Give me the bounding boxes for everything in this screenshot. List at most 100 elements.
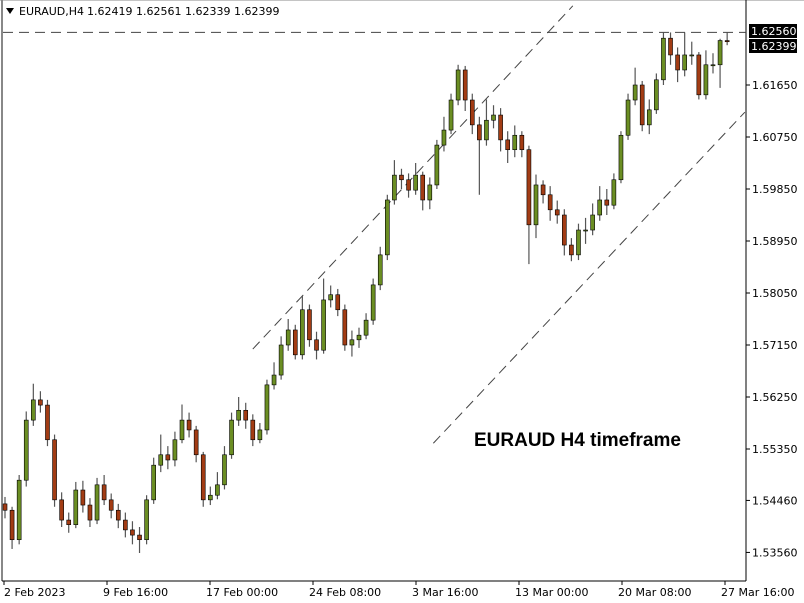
candle [377,246,383,291]
y-tick-label: 1.61650 [752,79,798,92]
candle [250,414,256,447]
candle [31,383,36,426]
candle [80,480,86,513]
bear-candle-body [498,114,503,141]
bull-candle-body [151,464,156,501]
candle [590,203,595,236]
candle [278,336,284,380]
x-tick-label: 9 Feb 16:00 [103,586,168,599]
bull-candle-body [229,419,234,456]
candle [477,116,482,195]
bull-candle-body [661,37,666,81]
ohlc-label: 1.62419 1.62561 1.62339 1.62399 [87,5,279,18]
bull-candle-body [144,499,149,541]
bear-candle-body [554,209,560,216]
bull-candle-body [363,319,369,336]
price-axis: 1.61650 1.60750 1.59850 1.58950 1.58050 1.571… [746,79,798,559]
bull-candle-body [434,144,440,186]
bull-candle-body [179,419,185,441]
bear-candle-body [45,404,50,441]
candle [179,404,185,444]
x-tick-label: 20 Mar 08:00 [618,586,691,599]
candle [385,194,390,261]
bull-candle-body [632,84,638,101]
candle [38,391,43,413]
bull-candle-body [682,54,687,71]
bull-candle-body [512,134,518,151]
time-axis: 2 Feb 2023 9 Feb 16:00 17 Feb 00:00 24 Feb … [3,581,794,599]
candle [625,93,631,140]
candle [703,50,709,100]
bear-candle-body [342,309,348,346]
bull-candle-body [73,489,79,525]
bear-candle-body [59,499,64,521]
candle [562,209,567,256]
candle [9,506,15,549]
candle [618,131,624,184]
bear-candle-body [123,519,128,531]
bull-candle-body [597,199,603,216]
candle [392,160,397,205]
bear-candle-body [406,179,411,191]
candle [229,412,234,459]
candle [137,527,142,553]
bear-candle-body [2,503,8,511]
bull-candle-body [455,69,461,101]
candle [108,493,114,519]
bull-candle-body [158,454,164,466]
bull-candle-body [257,429,263,441]
bear-candle-body [399,174,404,181]
bull-candle-body [285,329,291,346]
trendline-upper[interactable] [252,5,574,350]
bear-candle-body [9,509,15,541]
trendline-lower[interactable] [432,111,746,444]
candle [264,379,270,435]
candle [144,495,149,545]
bear-candle-body [420,174,426,201]
candle [469,93,475,135]
candle [285,319,291,351]
bear-candle-body [469,99,475,126]
chart-annotation: EURAUD H4 timeframe [474,430,681,451]
bull-candle-body [300,309,305,356]
candle [45,399,50,447]
candle [399,168,404,189]
candle [16,475,22,545]
bull-candle-body [271,374,277,386]
bear-candle-body [307,309,312,341]
candle [2,496,8,519]
candle [208,486,213,506]
candle [491,105,496,129]
y-tick-label: 1.56250 [752,391,798,404]
candle [52,434,57,507]
bear-candle-body [87,504,93,521]
bear-candle-body [562,214,567,246]
candle [292,324,298,360]
bull-candle-body [646,109,652,126]
bear-candle-body [505,139,510,151]
bear-candle-body [540,184,546,196]
bull-candle-body [441,129,447,146]
bear-candle-body [462,69,468,101]
bear-candle-body [200,454,206,501]
candle [243,402,249,429]
bull-candle-body [321,299,326,351]
bear-candle-body [604,199,610,206]
candle [661,32,666,85]
bull-candle-body [625,99,631,136]
x-tick-label: 24 Feb 08:00 [309,586,381,599]
bear-candle-body [547,194,553,211]
bull-candle-body [583,229,588,232]
bull-candle-body [94,484,100,521]
triangle-down-icon[interactable] [6,8,14,14]
y-tick-label: 1.58950 [752,235,798,248]
candle [349,330,355,357]
candle [342,304,348,351]
candle [370,278,376,325]
candle [115,503,121,529]
candle [434,139,440,189]
y-tick-label: 1.55350 [752,443,798,456]
candle [668,32,673,65]
candle [717,38,723,88]
